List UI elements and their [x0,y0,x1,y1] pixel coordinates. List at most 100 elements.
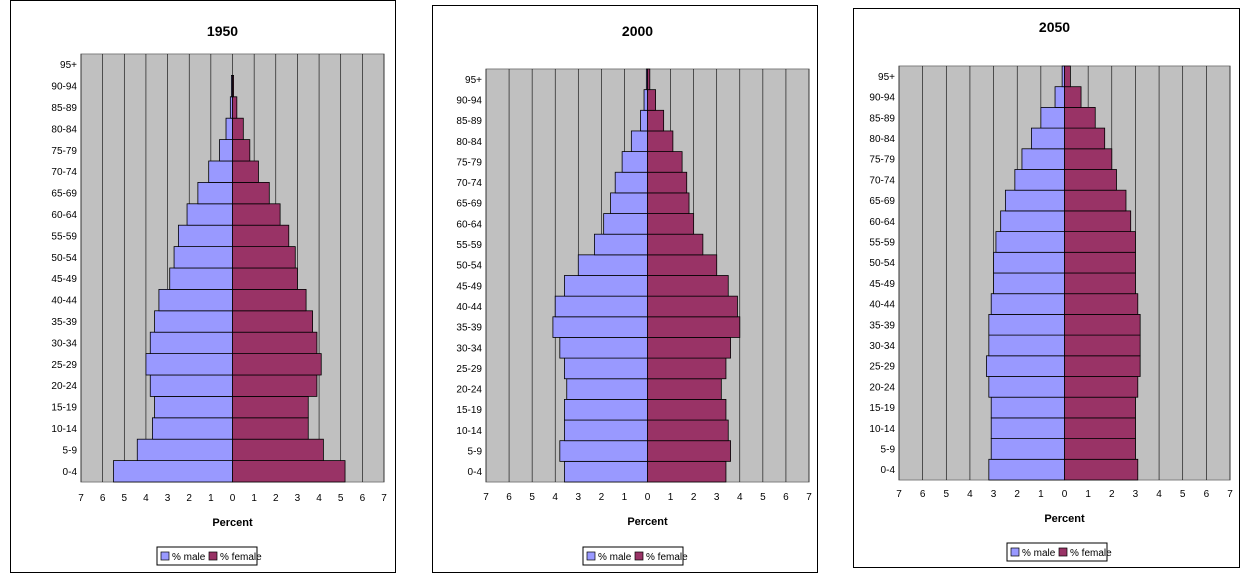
x-tick-label: 5 [1180,489,1186,500]
y-tick-label: 50-54 [51,253,77,264]
legend-label-male: % male [598,552,632,563]
legend: % male % female [1006,542,1112,562]
bar-female-80-84 [1064,127,1106,150]
bar-male-20-24 [988,376,1065,398]
bar-female-90-94 [1064,86,1082,108]
x-tick-label: 5 [944,489,950,500]
y-tick-label: 45-49 [51,274,77,285]
bar-male-10-14 [564,419,648,442]
x-tick-label: 1 [622,492,628,503]
bar-male-5-9 [559,440,648,462]
bar-female-75-79 [647,151,683,173]
bar-female-5-9 [647,440,731,462]
y-tick-label: 0-4 [63,467,78,478]
x-tick-label: 5 [529,492,535,503]
y-tick-label: 5-9 [468,447,483,458]
x-tick-label: 2 [186,493,192,504]
bar-female-25-29 [1064,355,1141,377]
bar-male-15-19 [564,398,648,421]
bar-female-10-14 [1064,417,1136,439]
bar-female-35-39 [1064,313,1141,336]
legend-box [582,546,684,566]
x-tick-label: 7 [483,492,489,503]
bar-female-0-4 [647,460,727,483]
x-tick-label: 7 [381,493,387,504]
bar-male-20-24 [149,374,233,397]
bar-male-25-29 [986,355,1065,377]
y-tick-label: 60-64 [869,217,895,228]
legend-box [1006,542,1108,562]
bar-female-20-24 [1064,376,1139,398]
x-axis-label: Percent [627,516,668,528]
bar-female-90-94 [647,89,656,111]
bar-male-70-74 [1014,169,1065,191]
y-tick-label: 55-59 [456,240,482,251]
bar-male-75-79 [621,151,648,173]
x-tick-label: 2 [691,492,697,503]
y-tick-label: 15-19 [51,403,77,414]
y-tick-label: 25-29 [869,362,895,373]
bar-male-0-4 [113,460,233,483]
bar-male-45-49 [169,267,233,290]
chart-title: 2000 [622,23,653,39]
bar-female-55-59 [232,224,290,247]
y-tick-label: 35-39 [869,320,895,331]
x-axis-label: Percent [1044,513,1085,525]
x-tick-label: 7 [806,492,812,503]
y-tick-label: 10-14 [51,424,77,435]
bar-male-85-89 [640,109,648,132]
y-tick-label: 45-49 [869,279,895,290]
legend-label-female: % female [646,552,688,563]
bar-female-60-64 [232,203,281,226]
bar-male-25-29 [145,353,233,376]
bar-male-90-94 [1054,86,1065,108]
bar-female-40-44 [232,288,307,312]
y-tick-label: 25-29 [51,360,77,371]
legend-swatch-male [1010,547,1020,557]
bar-male-70-74 [208,160,233,183]
bar-female-20-24 [232,374,318,397]
x-tick-label: 7 [896,489,902,500]
bar-female-65-69 [232,181,270,205]
y-tick-label: 10-14 [456,426,482,437]
y-tick-label: 70-74 [456,178,482,189]
x-tick-label: 7 [78,493,84,504]
y-tick-label: 75-79 [51,146,77,157]
bar-female-50-54 [647,254,718,276]
bar-male-65-69 [610,192,648,214]
x-tick-label: 0 [1062,489,1068,500]
bar-male-5-9 [990,438,1065,460]
y-tick-label: 70-74 [51,167,77,178]
y-tick-label: 85-89 [456,116,482,127]
y-tick-label: 60-64 [456,219,482,230]
bar-female-30-34 [647,337,731,359]
bar-female-45-49 [1064,272,1136,295]
y-tick-label: 85-89 [51,103,77,114]
x-tick-label: 5 [760,492,766,503]
bar-female-0-4 [1064,458,1139,481]
legend-swatch-female [1058,547,1068,557]
y-tick-label: 35-39 [456,323,482,334]
bar-male-40-44 [990,293,1065,315]
x-tick-label: 4 [1156,489,1162,500]
y-tick-label: 90-94 [869,93,895,104]
y-tick-label: 65-69 [456,199,482,210]
bar-female-95+ [647,68,651,91]
legend: % male % female [156,546,262,566]
y-tick-label: 55-59 [51,231,77,242]
bar-male-65-69 [197,181,233,205]
bar-male-85-89 [1040,107,1065,129]
chart-svg: 1950 0-4 5-9 10-14 15-19 20-24 25-29 30-34 35-39… [51,23,387,566]
y-tick-label: 80-84 [456,137,482,148]
y-tick-label: 65-69 [51,189,77,200]
y-tick-label: 60-64 [51,210,77,221]
bar-female-95+ [1064,65,1071,88]
x-tick-label: 6 [1204,489,1210,500]
bar-male-65-69 [1004,189,1065,212]
y-tick-label: 30-34 [456,343,482,354]
bar-female-15-19 [647,398,727,421]
bar-male-55-59 [995,231,1065,253]
bar-male-10-14 [990,417,1065,439]
legend-label-male: % male [172,552,206,563]
x-tick-label: 2 [273,493,279,504]
